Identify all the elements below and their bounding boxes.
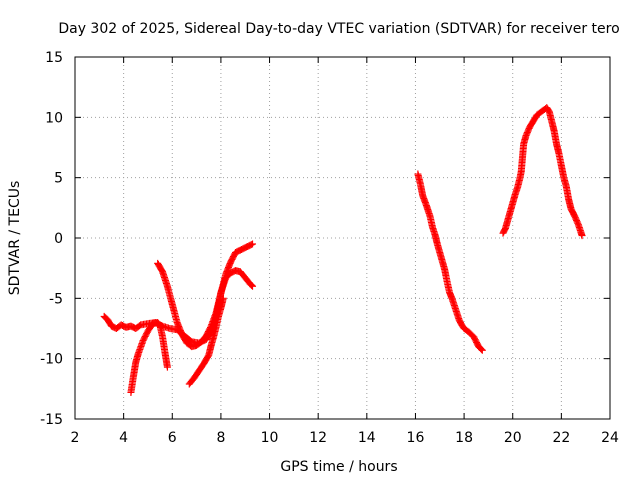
y-tick-label: 0 <box>54 231 63 247</box>
series-arc-6 <box>499 104 586 240</box>
y-tick-label: 10 <box>45 110 63 126</box>
x-tick-label: 24 <box>601 430 619 446</box>
data-point <box>478 346 486 354</box>
x-tick-label: 2 <box>71 430 80 446</box>
data-point <box>249 240 257 248</box>
x-tick-label: 18 <box>455 430 473 446</box>
series-arc-3 <box>154 240 257 351</box>
y-tick-label: -15 <box>40 412 63 428</box>
data-point <box>219 294 227 302</box>
data-point <box>247 281 255 289</box>
y-tick-label: -10 <box>40 352 63 368</box>
x-tick-label: 16 <box>407 430 425 446</box>
x-tick-label: 22 <box>552 430 570 446</box>
x-tick-label: 10 <box>261 430 279 446</box>
series-arc-4 <box>185 294 227 388</box>
data-point <box>477 345 485 353</box>
x-axis-label: GPS time / hours <box>280 459 397 475</box>
x-tick-label: 6 <box>168 430 177 446</box>
axis-ticks <box>74 56 611 420</box>
y-tick-label: 15 <box>45 50 63 66</box>
x-tick-label: 8 <box>216 430 225 446</box>
plot-frame <box>74 56 611 420</box>
x-tick-label: 4 <box>119 430 128 446</box>
x-tick-label: 14 <box>358 430 376 446</box>
grid <box>75 57 610 419</box>
y-tick-label: 5 <box>54 171 63 187</box>
x-tick-label: 20 <box>504 430 522 446</box>
x-tick-label: 12 <box>309 430 327 446</box>
data-points <box>100 104 586 396</box>
y-axis-label: SDTVAR / TECUs <box>7 181 23 296</box>
data-point <box>249 282 257 290</box>
data-point <box>247 241 255 249</box>
series-arc-2 <box>127 318 171 396</box>
series-arc-1 <box>100 267 257 347</box>
data-point <box>163 363 171 371</box>
y-tick-label: -5 <box>49 291 63 307</box>
chart-title: Day 302 of 2025, Sidereal Day-to-day VTE… <box>58 21 619 37</box>
series-arc-5 <box>414 170 486 354</box>
data-point <box>578 232 586 240</box>
data-point <box>248 281 256 289</box>
